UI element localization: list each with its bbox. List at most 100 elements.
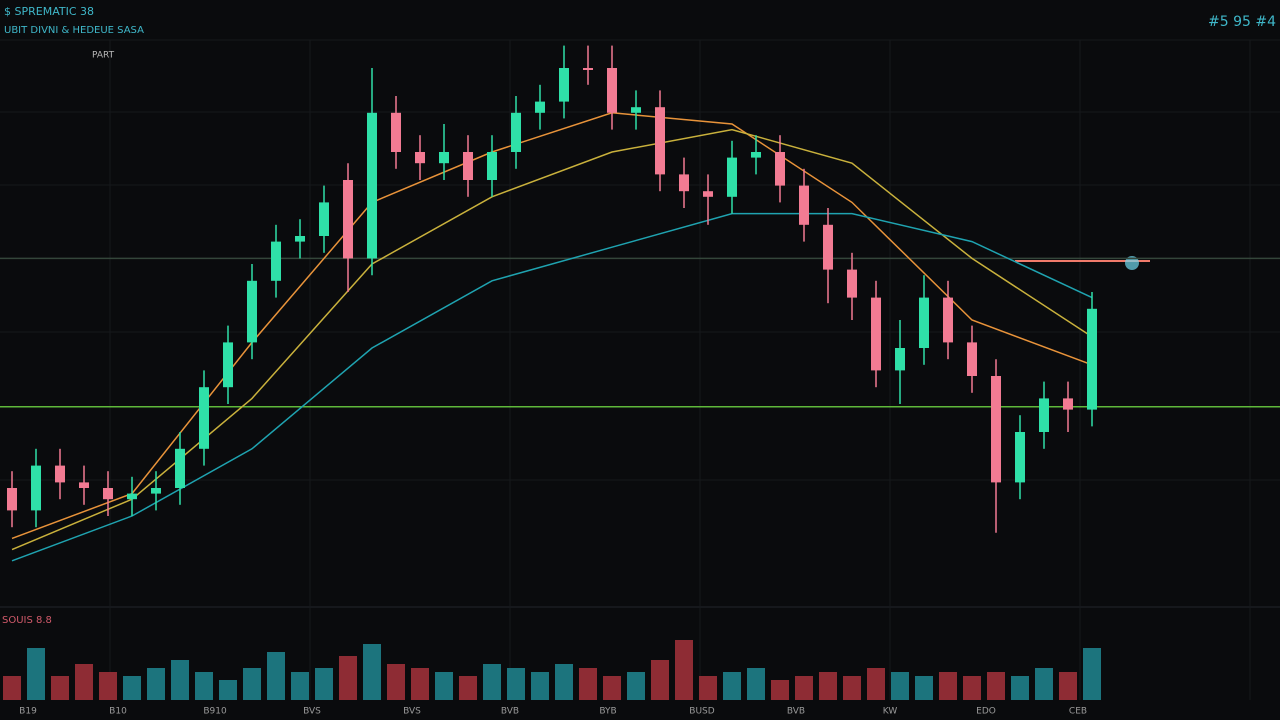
candle-body: [559, 68, 569, 102]
volume-bar: [867, 668, 885, 700]
volume-bar: [819, 672, 837, 700]
corner-label: #5 95 #4: [1208, 14, 1276, 30]
x-tick-label: CEB: [1069, 707, 1087, 717]
candle-body: [847, 269, 857, 298]
candle-body: [583, 68, 593, 70]
candle-body: [871, 297, 881, 371]
candle-body: [319, 202, 329, 236]
x-tick-label: B10: [109, 707, 127, 717]
candle-body: [751, 152, 761, 158]
candle-body: [775, 152, 785, 186]
candle-body: [55, 465, 65, 483]
candle-body: [799, 185, 809, 225]
volume-bar: [483, 664, 501, 700]
volume-bar: [459, 676, 477, 700]
candle-body: [223, 342, 233, 388]
candle-body: [967, 342, 977, 376]
candle-body: [1087, 308, 1097, 410]
candle-body: [1039, 398, 1049, 432]
candle-body: [631, 107, 641, 113]
volume-bar: [195, 672, 213, 700]
volume-bar: [1059, 672, 1077, 700]
volume-bar: [651, 660, 669, 700]
volume-bar: [723, 672, 741, 700]
volume-bar: [339, 656, 357, 700]
title: $ SPREMATIC 38: [4, 5, 94, 18]
candle-body: [943, 297, 953, 343]
candle-body: [127, 493, 137, 500]
candle-body: [439, 152, 449, 164]
candle-body: [463, 152, 473, 180]
subtitle: UBIT DIVNI & HEDEUE SASA: [4, 25, 144, 36]
volume-bar: [3, 676, 21, 700]
candle-body: [655, 107, 665, 175]
volume-bar: [363, 644, 381, 700]
glow: [1125, 256, 1139, 270]
candle-body: [487, 152, 497, 180]
candle-body: [199, 387, 209, 449]
x-tick-label: EDO: [976, 707, 996, 717]
x-tick-label: B910: [203, 707, 227, 717]
volume-bar: [123, 676, 141, 700]
x-tick-label: B19: [19, 707, 37, 717]
candle-body: [703, 191, 713, 197]
x-tick-label: BUSD: [689, 707, 714, 717]
candle-body: [367, 112, 377, 259]
x-tick-label: BYB: [599, 707, 616, 717]
volume-bar: [579, 668, 597, 700]
volume-bar: [627, 672, 645, 700]
volume-bar: [891, 672, 909, 700]
candle-body: [31, 465, 41, 511]
candle-body: [823, 224, 833, 270]
moving-average: [11, 128, 1093, 551]
volume-bar: [795, 676, 813, 700]
volume-bar: [267, 652, 285, 700]
moving-average: [11, 112, 1093, 540]
candle-body: [727, 157, 737, 197]
x-tick-label: BVB: [501, 707, 519, 717]
x-tick-label: BVS: [303, 707, 321, 717]
x-tick-label: KW: [883, 707, 898, 717]
volume-bar: [99, 672, 117, 700]
volume-bar: [771, 680, 789, 700]
volume-bar: [843, 676, 861, 700]
volume-bar: [219, 680, 237, 700]
candle-body: [535, 101, 545, 113]
volume-bar: [315, 668, 333, 700]
candle-body: [175, 448, 185, 488]
volume-bar: [603, 676, 621, 700]
volume-bar: [387, 664, 405, 700]
volume-bar: [915, 676, 933, 700]
volume-bar: [963, 676, 981, 700]
candle-body: [271, 241, 281, 281]
volume-bar: [147, 668, 165, 700]
candle-body: [295, 236, 305, 242]
candle-body: [391, 112, 401, 152]
candle-body: [343, 180, 353, 259]
candle-body: [415, 152, 425, 164]
x-tick-label: BVS: [403, 707, 421, 717]
candle-body: [1063, 398, 1073, 410]
candle-body: [247, 280, 257, 343]
candle-body: [991, 376, 1001, 483]
moving-average: [11, 212, 1093, 562]
volume-bar: [675, 640, 693, 700]
candle-body: [151, 488, 161, 494]
candle-body: [79, 482, 89, 488]
volume-bar: [555, 664, 573, 700]
volume-bar: [531, 672, 549, 700]
volume-bar: [1035, 668, 1053, 700]
volume-bar: [27, 648, 45, 700]
volume-bar: [939, 672, 957, 700]
volume-bar: [747, 668, 765, 700]
volume-bar: [51, 676, 69, 700]
candle-body: [1015, 432, 1025, 483]
volume-bar: [507, 668, 525, 700]
volume-bar: [1011, 676, 1029, 700]
label: PART: [92, 51, 115, 61]
candle-body: [511, 112, 521, 152]
volume-bar: [1083, 648, 1101, 700]
candle-body: [919, 297, 929, 348]
